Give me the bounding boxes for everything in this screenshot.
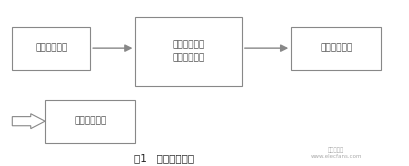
FancyArrow shape xyxy=(12,114,45,129)
Text: 温度补偿模块: 温度补偿模块 xyxy=(319,44,351,53)
Text: 电子发烧友
www.elecfans.com: 电子发烧友 www.elecfans.com xyxy=(310,148,361,159)
Text: 输出检测信号: 输出检测信号 xyxy=(74,117,106,126)
Bar xyxy=(12,27,90,70)
Bar xyxy=(290,27,380,70)
Text: 图1   温度补偿原理: 图1 温度补偿原理 xyxy=(134,153,193,163)
Text: 姿态检测模块
温度检测模块: 姿态检测模块 温度检测模块 xyxy=(172,40,204,63)
Bar xyxy=(135,17,241,86)
Bar xyxy=(45,100,135,143)
Text: 输入检测信号: 输入检测信号 xyxy=(35,44,67,53)
